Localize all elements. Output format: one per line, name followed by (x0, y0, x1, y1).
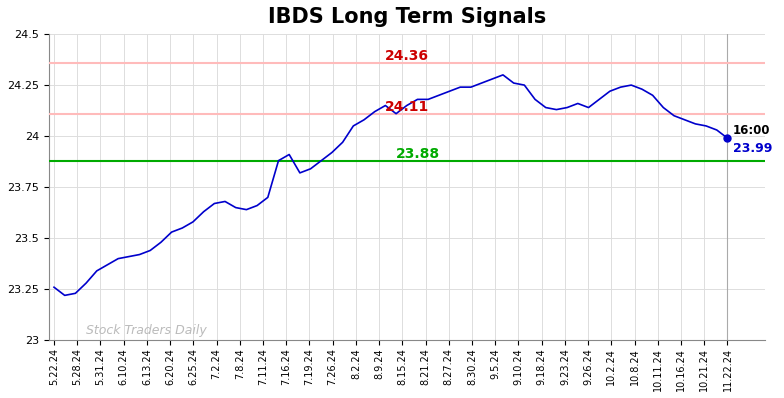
Text: 24.11: 24.11 (385, 100, 430, 114)
Text: 23.88: 23.88 (396, 147, 440, 161)
Text: 24.36: 24.36 (385, 49, 430, 63)
Text: 16:00: 16:00 (733, 123, 771, 137)
Text: 23.99: 23.99 (733, 142, 772, 155)
Text: Stock Traders Daily: Stock Traders Daily (86, 324, 207, 337)
Title: IBDS Long Term Signals: IBDS Long Term Signals (267, 7, 546, 27)
